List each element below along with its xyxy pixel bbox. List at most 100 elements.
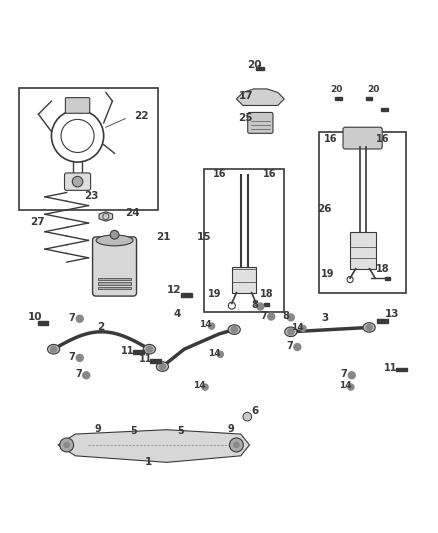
Ellipse shape [96,235,133,246]
Circle shape [50,346,57,352]
Bar [181,293,192,296]
Circle shape [76,315,83,322]
Text: 13: 13 [385,309,399,319]
Bar [204,168,284,312]
FancyBboxPatch shape [343,127,382,149]
Text: 3: 3 [321,313,328,323]
Text: 16: 16 [376,134,389,144]
Ellipse shape [143,344,155,354]
Text: 5: 5 [178,426,184,436]
Circle shape [64,442,69,448]
Text: 7: 7 [69,352,76,362]
Bar [366,98,372,100]
Text: -: - [256,60,261,70]
Bar [264,303,269,306]
Text: 18: 18 [260,289,274,299]
Bar [150,359,161,362]
Text: 14: 14 [193,382,205,390]
Ellipse shape [228,325,240,334]
Text: 5: 5 [130,426,137,436]
Bar [381,108,388,111]
Bar [319,132,406,293]
Text: 1: 1 [145,457,152,466]
Bar [396,368,407,372]
Bar [385,277,390,280]
Text: 11: 11 [138,354,152,364]
Circle shape [76,354,83,361]
FancyBboxPatch shape [65,98,90,114]
FancyBboxPatch shape [64,173,91,190]
Text: 11: 11 [385,363,398,373]
Bar [336,98,342,100]
Text: 2: 2 [97,321,104,332]
Polygon shape [237,89,284,106]
Ellipse shape [47,344,60,354]
Circle shape [234,442,239,448]
Ellipse shape [285,327,297,336]
Text: 12: 12 [167,285,181,295]
Text: 20: 20 [330,85,343,94]
Circle shape [202,384,208,390]
Text: 15: 15 [197,232,212,243]
Text: 9: 9 [228,424,234,434]
Ellipse shape [363,322,375,332]
Bar [38,321,47,325]
Text: 14: 14 [339,382,351,390]
Text: 17: 17 [239,91,253,101]
Circle shape [159,364,166,370]
Text: 4: 4 [173,309,181,319]
Text: 19: 19 [321,269,335,279]
Bar [98,287,131,289]
Circle shape [208,323,215,329]
Circle shape [257,303,264,310]
Circle shape [72,176,83,187]
Text: 20: 20 [367,85,379,94]
Circle shape [60,438,74,452]
Text: 7: 7 [260,311,267,321]
Polygon shape [99,212,113,221]
Circle shape [110,230,119,239]
Text: 16: 16 [323,134,337,144]
Circle shape [230,438,244,452]
Text: 27: 27 [30,217,44,227]
Text: 16: 16 [212,169,226,179]
Text: 7: 7 [286,341,293,351]
Circle shape [366,325,372,330]
Text: 7: 7 [341,369,348,379]
Text: 22: 22 [134,110,148,120]
Text: 14: 14 [199,320,212,329]
Bar [98,278,131,280]
Text: 21: 21 [156,232,170,243]
Text: 6: 6 [252,407,259,416]
Circle shape [300,325,306,332]
Bar [98,282,131,285]
Text: 23: 23 [84,191,99,201]
FancyBboxPatch shape [92,237,137,296]
Circle shape [231,327,237,333]
Circle shape [348,384,354,390]
Ellipse shape [156,362,169,372]
Text: 9: 9 [95,424,102,434]
Bar [377,319,388,322]
Circle shape [243,413,252,421]
Circle shape [83,372,90,379]
Bar [256,67,264,70]
Text: 19: 19 [208,289,222,299]
Text: 7: 7 [75,369,82,379]
Bar [350,232,376,269]
Text: 8: 8 [282,311,289,321]
Text: 18: 18 [376,264,389,274]
Text: 11: 11 [121,345,134,356]
Bar [232,266,256,293]
Text: 26: 26 [317,204,332,214]
Circle shape [146,346,152,352]
Text: 24: 24 [125,208,140,219]
Text: 14: 14 [291,322,304,332]
Circle shape [294,344,301,351]
Circle shape [217,351,223,358]
Text: 8: 8 [252,300,258,310]
Text: 20: 20 [247,60,262,70]
FancyBboxPatch shape [248,112,273,133]
Bar [133,351,144,354]
Bar [19,88,158,210]
